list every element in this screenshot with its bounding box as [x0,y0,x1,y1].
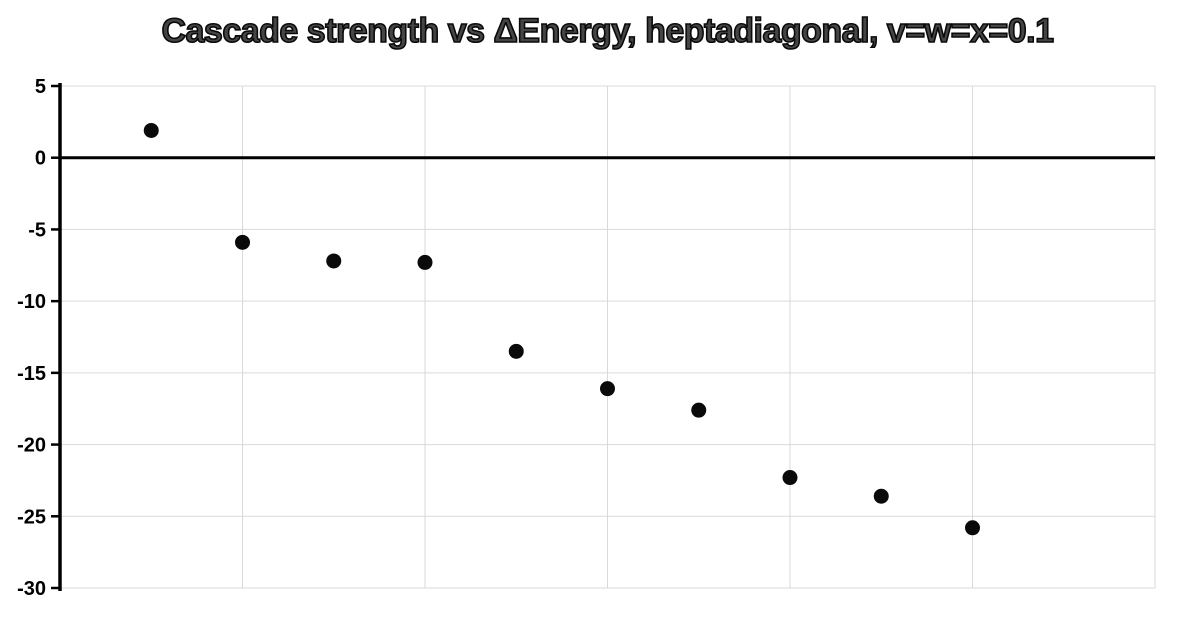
data-point [326,253,342,269]
y-tick-label: -15 [17,363,46,385]
y-tick-label: -25 [17,506,46,528]
data-point [691,402,707,418]
data-point [143,122,159,138]
data-point [235,234,250,250]
data-point [417,254,433,270]
data-point [600,381,615,397]
data-point [782,470,798,486]
y-tick-label: 5 [35,76,46,98]
data-point [508,343,524,359]
y-tick-label: -5 [28,219,46,241]
y-tick-label: 0 [35,148,46,170]
chart-title: Cascade strength vs ΔEnergy, heptadiagon… [161,11,1055,51]
y-tick-label: -10 [17,291,46,313]
y-tick-label: -30 [17,578,46,600]
data-point [965,520,980,536]
data-point [873,488,889,504]
y-tick-label: -20 [17,435,46,457]
